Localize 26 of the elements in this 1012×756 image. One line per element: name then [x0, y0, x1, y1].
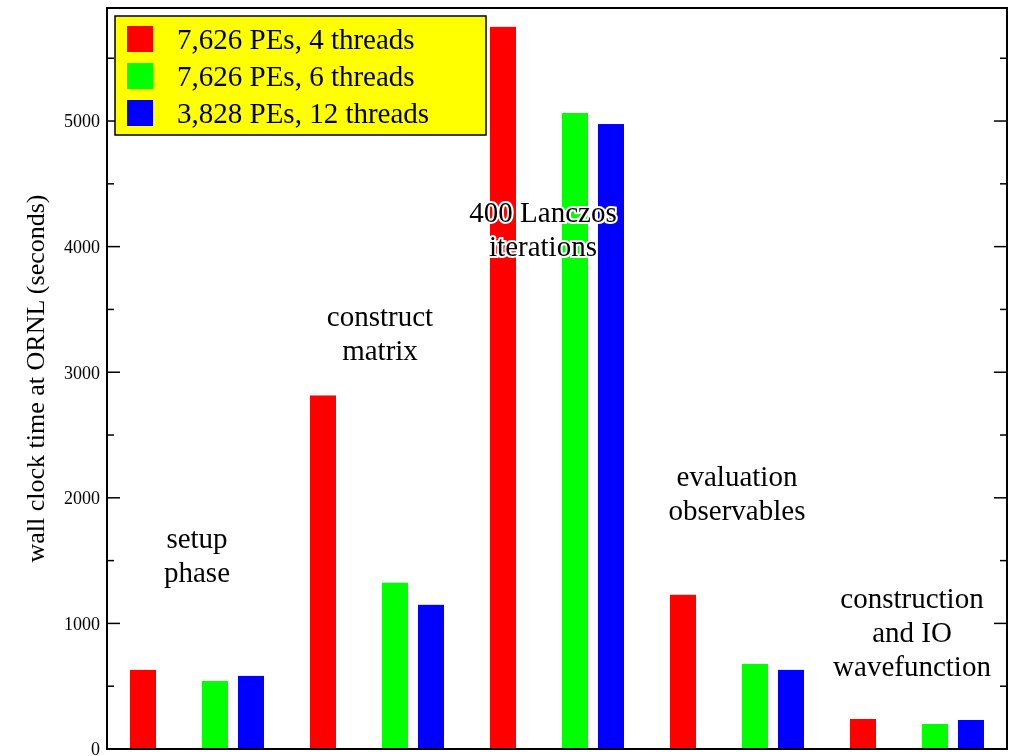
bar — [238, 675, 264, 749]
y-tick-label: 5000 — [64, 111, 100, 132]
legend-label: 7,626 PEs, 4 threads — [177, 23, 415, 56]
x-tick-label: construct matrix — [326, 300, 434, 366]
bar — [130, 669, 156, 749]
bar — [310, 395, 336, 749]
bar — [958, 719, 984, 749]
y-tick-label: 2000 — [64, 488, 100, 509]
y-tick-label: 4000 — [64, 236, 100, 257]
y-tick-label: 0 — [91, 739, 100, 756]
bar — [850, 718, 876, 749]
x-tick-label: evaluation observables — [668, 460, 806, 526]
y-tick-label: 1000 — [64, 613, 100, 634]
bar — [922, 724, 948, 749]
y-tick-label: 3000 — [64, 362, 100, 383]
bar — [670, 594, 696, 749]
legend-label: 7,626 PEs, 6 threads — [177, 60, 415, 93]
x-tick-label: construction and IO wavefunction — [833, 582, 992, 682]
bar — [418, 604, 444, 749]
y-axis-title: wall clock time at ORNL (seconds) — [21, 194, 50, 563]
x-tick-label: setup phase — [163, 522, 231, 588]
bar — [742, 663, 768, 749]
legend-label: 3,828 PEs, 12 threads — [177, 97, 430, 130]
bar — [382, 582, 408, 749]
bar — [778, 669, 804, 749]
bar — [202, 680, 228, 749]
